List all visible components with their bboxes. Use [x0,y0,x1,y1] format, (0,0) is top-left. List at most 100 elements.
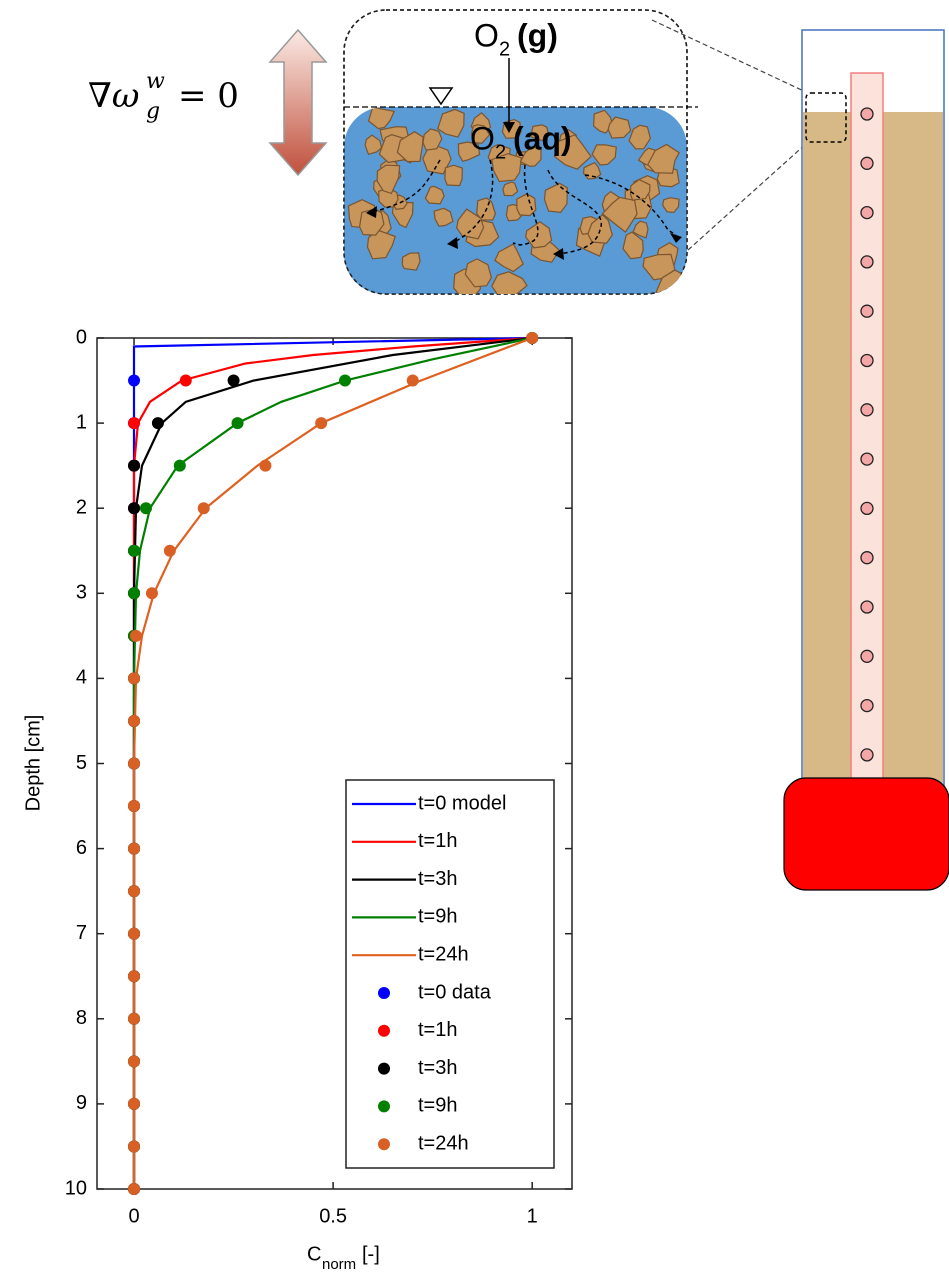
sensor [860,205,874,220]
data-point [128,544,141,557]
gas-sub: 2 [499,38,510,60]
grain [491,153,522,183]
grain [491,271,528,294]
sensor [860,698,874,713]
aq-sub: 2 [495,141,506,163]
grain [433,207,454,227]
sensor-strip [850,72,884,791]
legend-label: t=3h [418,1057,457,1079]
grain [628,124,652,150]
grain [444,164,463,187]
x-label-sub: norm [322,1256,356,1273]
sensors [860,107,874,762]
grain [367,107,396,130]
gas-tail: (g) [517,17,558,53]
grain [647,143,680,174]
gas-label: O 2 (g) [474,17,558,60]
sensor [860,107,874,121]
legend-label: t=1h [418,830,457,852]
x-tick-label: 1 [527,1205,538,1227]
data-point [128,885,141,898]
data-point [315,417,328,430]
data-point [128,757,141,770]
legend-marker [378,1100,390,1113]
aq-label: O 2 (aq) [470,120,572,163]
legend-label: t=0 model [418,792,506,814]
grain [519,146,542,168]
grain [516,193,537,217]
y-tick-label: 3 [76,582,87,604]
y-tick-label: 9 [76,1092,87,1114]
x-tick-label: 0 [128,1205,139,1227]
legend-marker [378,1138,390,1151]
y-tick-label: 4 [76,667,87,689]
sensor [860,403,874,417]
grain [436,108,465,138]
data-point [128,417,141,430]
sensor [860,353,874,368]
grain [364,134,383,156]
sensor [860,156,874,170]
grain [632,220,649,239]
grain [662,197,680,214]
data-point [128,970,141,983]
grain [494,243,524,273]
connector [651,19,809,94]
y-axis-label: Depth [cm] [22,715,44,812]
diffusion-arrowheads [366,206,682,260]
data-point [128,927,141,940]
grain [376,164,401,195]
legend-label: t=9h [418,906,457,928]
grain [629,178,651,201]
sensor [860,255,874,269]
equation-sup: w [146,69,165,94]
data-point [231,417,244,430]
data-point [526,332,539,344]
data-point [227,374,240,387]
legend-label: t=3h [418,868,457,890]
grain [424,185,445,205]
data-point [163,544,176,557]
zoom-region [805,92,847,143]
grain [622,231,644,260]
equation-tail: = 0 [178,76,239,116]
x-tick-label: 0.5 [319,1205,347,1227]
legend-marker [378,1024,390,1037]
grain [358,208,385,236]
y-tick-label: 0 [76,326,87,348]
grain [607,116,632,139]
aq-base: O [470,120,495,156]
data-point [128,1183,141,1195]
grain [422,144,452,175]
data-point [128,1097,141,1110]
data-point [128,1012,141,1025]
sensor [860,649,874,663]
sensor [860,501,874,516]
data-point [128,800,141,813]
grain [502,181,519,197]
data-point [128,1140,141,1153]
data-point [128,714,141,727]
y-tick-label: 5 [76,752,87,774]
grain [457,141,481,163]
equation-base: ∇ω [88,76,139,116]
legend-marker [378,1062,390,1075]
legend-label: t=9h [418,1095,457,1117]
y-tick-label: 10 [65,1177,87,1199]
grain [592,109,614,134]
sensor [860,452,874,466]
data-point [128,502,141,515]
water-table-symbol [428,87,454,106]
grain [378,187,399,208]
legend-label: t=1h [418,1019,457,1041]
equation: ∇ω g w = 0 [88,69,239,124]
y-tick-label: 7 [76,922,87,944]
chart: 0 1 2 3 4 5 6 7 8 9 10 0 0.5 1 t=0 model t=1h t=3h t=9h t=… [65,326,573,1227]
connector [687,141,809,251]
legend-marker [378,987,390,999]
data-point [259,459,272,472]
diffusion-paths [371,159,677,255]
data-point [128,1055,141,1068]
aq-tail: (aq) [513,120,572,156]
